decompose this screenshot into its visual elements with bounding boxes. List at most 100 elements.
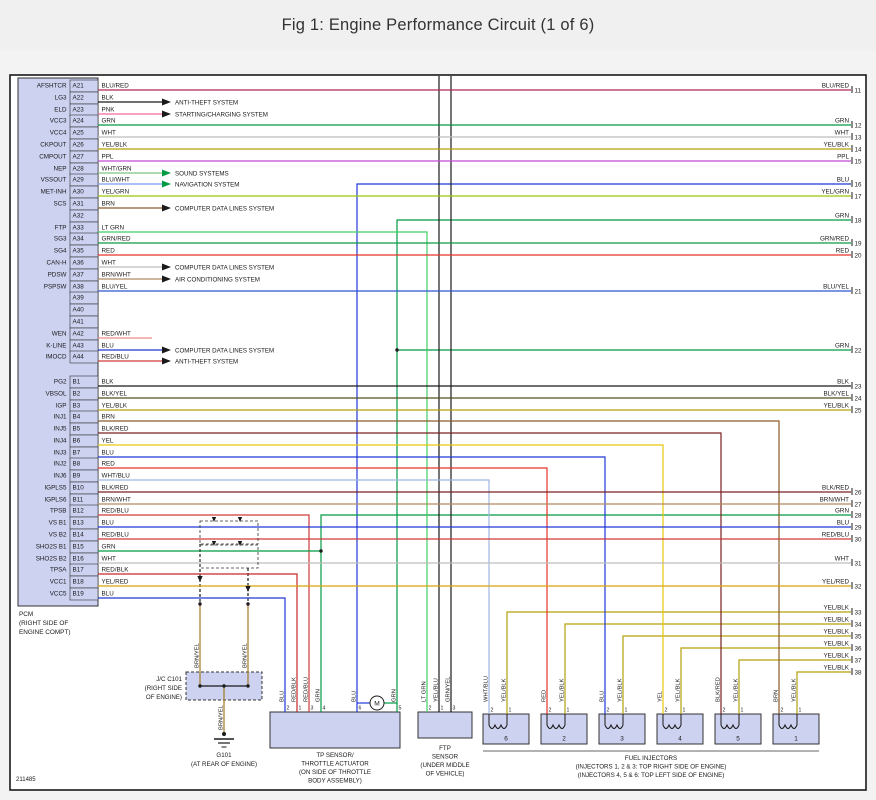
pcm-terminal-label: VBSOL: [46, 391, 67, 398]
ftp-sensor-label: OF VEHICLE): [426, 771, 465, 778]
pcm-pin-number: B7: [73, 450, 81, 457]
pcm-pin-number: B6: [73, 438, 81, 445]
edge-wire-color-label: WHT: [835, 556, 849, 563]
fuel-injectors-label: FUEL INJECTORS: [625, 755, 677, 762]
vertical-wire-color-label: RED/BLU: [304, 677, 310, 702]
pcm-terminal-label: K-LINE: [46, 343, 66, 350]
pcm-pin-number: A22: [73, 95, 85, 102]
pcm-location-label: PCM: [19, 611, 33, 618]
wire-color-label: WHT: [102, 260, 116, 267]
pcm-terminal-label: LG3: [55, 95, 67, 102]
pcm-pin-number: B2: [73, 391, 81, 398]
pcm-pin-number: A40: [73, 307, 85, 314]
pcm-terminal-label: NEP: [54, 166, 67, 173]
tp-sensor-label: (ON SIDE OF THROTTLE: [299, 769, 371, 776]
junction-dot: [246, 602, 250, 606]
junction-connector-label: OF ENGINE): [146, 694, 182, 701]
wire-color-label: GRN: [102, 544, 116, 551]
wire-color-label: RED/BLU: [102, 508, 130, 515]
pcm-pin-number: B17: [73, 567, 85, 574]
wire-color-label: BLK/YEL: [102, 391, 128, 398]
junction-dot: [198, 602, 202, 606]
shield-drain-arrow-icon: [197, 576, 203, 582]
wire-grn: [396, 219, 851, 712]
edge-circuit-number: 11: [855, 88, 862, 95]
shield-box: [199, 520, 259, 545]
wire-red-blu: [98, 514, 310, 712]
pcm-pin-number: A31: [73, 201, 85, 208]
pcm-terminal-label: PSPSW: [44, 284, 67, 291]
wire-color-label: RED/BLU: [102, 354, 130, 361]
pcm-pin-number: B1: [73, 379, 81, 386]
component-pin-number: 1: [299, 706, 302, 712]
ground-dot: [222, 732, 226, 736]
wire-color-label: BRN/WHT: [102, 272, 132, 279]
vertical-wire-color-label: YEL/BLK: [502, 678, 508, 702]
system-ref-label: COMPUTER DATA LINES SYSTEM: [175, 265, 274, 272]
edge-wire-color-label: RED/BLU: [822, 532, 850, 539]
injector-coil-symbol: [604, 723, 624, 729]
pcm-pin-number: A34: [73, 236, 85, 243]
edge-circuit-number: 32: [855, 584, 863, 591]
wire-color-label: RED/BLK: [102, 567, 130, 574]
ground-label: G101: [216, 752, 232, 759]
pcm-terminal-label: AFSHTCR: [37, 83, 67, 90]
wire-color-label: WHT/GRN: [102, 166, 133, 173]
figure-title: Fig 1: Engine Performance Circuit (1 of …: [281, 15, 595, 34]
fuel-injector-box: [772, 713, 820, 745]
vertical-wire-color-label: YEL/BLK: [560, 678, 566, 702]
ftp-sensor-label: (UNDER MIDDLE: [420, 762, 469, 769]
tp-sensor-label: THROTTLE ACTUATOR: [301, 761, 369, 768]
pcm-location-label: ENGINE COMPT): [19, 629, 70, 636]
edge-wire-color-label: YEL/BLK: [823, 142, 849, 149]
wire-color-label: YEL/GRN: [102, 189, 130, 196]
component-pin-number: 4: [323, 706, 326, 712]
wire-grn: [320, 514, 851, 712]
edge-circuit-number: 18: [855, 218, 863, 225]
component-pin-number: 1: [741, 708, 744, 714]
system-ref-label: SOUND SYSTEMS: [175, 171, 229, 178]
edge-circuit-number: 17: [855, 194, 863, 201]
wire-color-label: PNK: [102, 107, 116, 114]
injector-coil-symbol: [488, 723, 508, 729]
edge-wire-color-label: GRN: [835, 118, 849, 125]
component-pin-number: 1: [625, 708, 628, 714]
wire-color-label: RED: [102, 461, 116, 468]
component-pin-number: 2: [781, 708, 784, 714]
vertical-wire-color-label: WHT/BLU: [484, 676, 490, 702]
wire-color-label: BLK/RED: [102, 426, 129, 433]
wire-color-label: BLU: [102, 591, 115, 598]
edge-wire-color-label: GRN: [835, 343, 849, 350]
pcm-pin-number: A29: [73, 177, 85, 184]
vertical-wire-color-label: BLU: [600, 691, 606, 702]
component-pin-number: 2: [491, 708, 494, 714]
component-pin-number: 6: [359, 706, 362, 712]
junction-dot: [246, 684, 250, 688]
fuel-injectors-label: (INJECTORS 4, 5 & 6: TOP LEFT SIDE OF EN…: [578, 772, 725, 779]
vertical-wire-color-label: BRN: [774, 690, 780, 702]
wire-blu: [98, 597, 286, 712]
injector-coil-symbol: [720, 723, 740, 729]
edge-circuit-number: 12: [855, 123, 863, 130]
fuel-injector-box: [656, 713, 704, 745]
system-ref-arrow-icon: [162, 169, 171, 177]
pcm-terminal-label: WEN: [52, 331, 67, 338]
ftp-sensor-label: SENSOR: [432, 754, 459, 761]
wire-red: [98, 467, 548, 714]
system-ref-arrow-icon: [162, 357, 171, 365]
wire-wht-blu: [98, 479, 490, 714]
pcm-pin-number: A41: [73, 319, 85, 326]
wire-color-label: BLK: [102, 95, 115, 102]
pcm-location-label: (RIGHT SIDE OF: [19, 620, 68, 627]
component-pin-number: 1: [441, 706, 444, 712]
pcm-terminal-label: INJ6: [54, 473, 67, 480]
system-ref-arrow-icon: [162, 263, 171, 271]
edge-circuit-number: 20: [855, 253, 863, 260]
pcm-terminal-label: INJ1: [54, 414, 67, 421]
pcm-pin-number: B16: [73, 556, 85, 563]
pcm-pin-number: A37: [73, 272, 85, 279]
motor-symbol: [369, 695, 385, 711]
edge-wire-color-label: YEL/BLK: [823, 665, 849, 672]
injector-number: 5: [736, 736, 740, 743]
pcm-terminal-label: INJ4: [54, 438, 67, 445]
